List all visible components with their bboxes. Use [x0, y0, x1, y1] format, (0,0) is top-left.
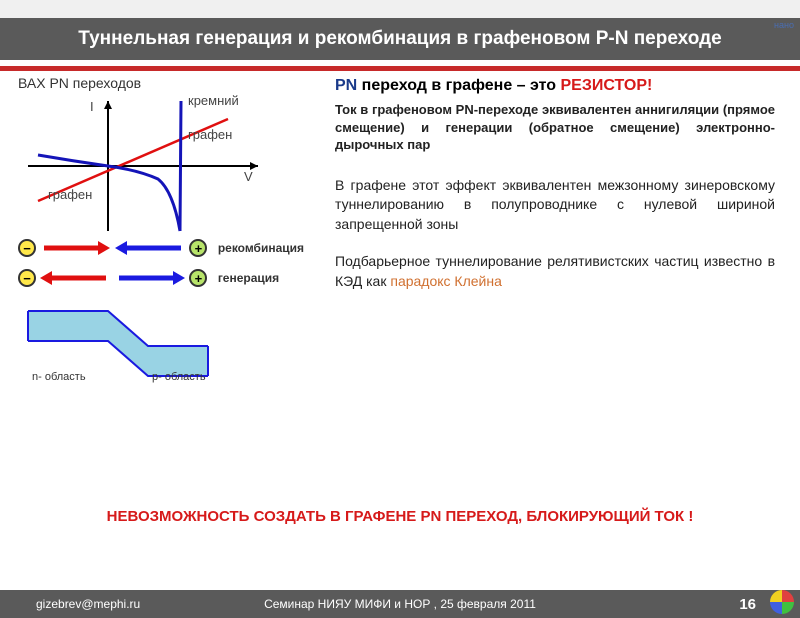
x-axis-label: V — [244, 169, 253, 184]
graphene-label-1: графен — [188, 127, 232, 142]
plus-charge-icon: + — [189, 239, 207, 257]
klein-paradox: парадокс Клейна — [390, 273, 502, 289]
iv-chart: I V кремний графен графен — [18, 91, 278, 241]
chart-title: ВАХ PN переходов — [18, 75, 318, 91]
footer-email: gizebrev@mephi.ru — [36, 597, 140, 611]
subtitle-resistor: РЕЗИСТОР! — [561, 77, 653, 94]
recombination-row: − + рекомбинация — [18, 239, 308, 265]
y-axis-label: I — [90, 99, 94, 114]
subtitle-mid: переход в графене – это — [357, 77, 560, 94]
footer-right-logo-icon — [768, 588, 796, 616]
arrow-right-red-icon — [40, 239, 110, 257]
arrow-right-blue-icon — [115, 269, 185, 287]
minus-charge-icon: − — [18, 239, 36, 257]
silicon-label: кремний — [188, 93, 239, 108]
right-column: PN переход в графене – это РЕЗИСТОР! Ток… — [335, 77, 775, 292]
arrow-left-blue-icon — [115, 239, 185, 257]
footer-seminar: Семинар НИЯУ МИФИ и НОР , 25 февраля 201… — [264, 597, 536, 611]
paragraph-3: Подбарьерное туннелирование релятивистск… — [335, 252, 775, 291]
generation-row: − + генерация — [18, 269, 308, 295]
recombination-diagram: − + рекомбинация − + генерация — [18, 239, 308, 409]
p-region-label: p- область — [152, 371, 206, 383]
content-area: ВАХ PN переходов I V кремний графен — [0, 71, 800, 87]
footer-bar: gizebrev@mephi.ru Семинар НИЯУ МИФИ и НО… — [0, 590, 800, 618]
iv-chart-svg — [18, 91, 278, 241]
page-number: 16 — [739, 596, 756, 613]
band-diagram: n- область p- область — [18, 301, 218, 381]
subtitle: PN переход в графене – это РЕЗИСТОР! — [335, 77, 775, 95]
subtitle-pn: PN — [335, 77, 357, 94]
conclusion-text: НЕВОЗМОЖНОСТЬ СОЗДАТЬ В ГРАФЕНЕ PN ПЕРЕХ… — [40, 508, 760, 525]
recombination-label: рекомбинация — [218, 241, 304, 255]
paragraph-2: В графене этот эффект эквивалентен межзо… — [335, 176, 775, 235]
left-column: ВАХ PN переходов I V кремний графен — [18, 75, 318, 241]
paragraph-1: Ток в графеновом PN-переходе эквиваленте… — [335, 101, 775, 154]
corner-logo-text: нано — [774, 20, 794, 30]
graphene-label-2: графен — [48, 187, 92, 202]
band-diagram-svg — [18, 301, 218, 381]
minus-charge-icon: − — [18, 269, 36, 287]
slide: нано Туннельная генерация и рекомбинация… — [0, 18, 800, 618]
plus-charge-icon: + — [189, 269, 207, 287]
n-region-label: n- область — [32, 371, 86, 383]
generation-label: генерация — [218, 271, 279, 285]
slide-title: Туннельная генерация и рекомбинация в гр… — [0, 18, 800, 60]
arrow-left-red-icon — [40, 269, 110, 287]
